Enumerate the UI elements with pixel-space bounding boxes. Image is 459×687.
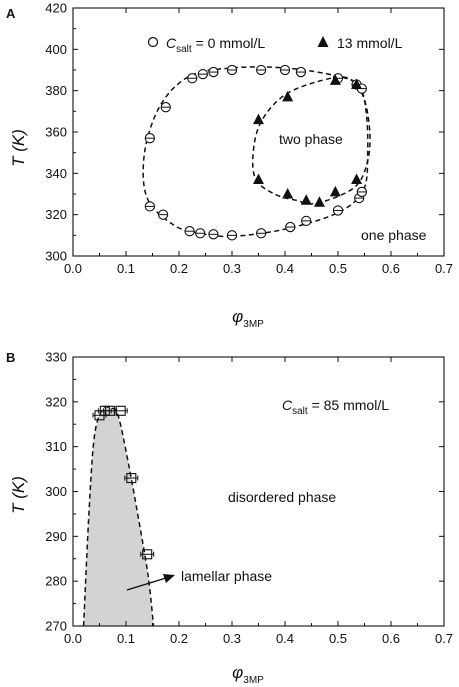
- panel-a-y-tick-label-0: 300: [45, 249, 67, 264]
- panel-b-y-tick-label-0: 270: [45, 619, 67, 634]
- panel-a-series-0-point-6: [255, 228, 267, 239]
- panel-b-y-axis-label: T (K): [9, 476, 28, 514]
- panel-b-x-tick-label-4: 0.4: [276, 631, 294, 646]
- panel-b-series-0-point-3: [113, 405, 128, 416]
- panel-a-x-tick-label-4: 0.4: [276, 261, 294, 276]
- panel-a-x-tick-label-3: 0.3: [223, 261, 241, 276]
- panel-a-x-tick-label-5: 0.5: [329, 261, 347, 276]
- panel-a-series-0-point-13: [160, 102, 171, 113]
- panel-a-legend: Csalt = 0 mmol/L 13 mmol/L: [147, 35, 403, 55]
- panel-b-x-tick-label-7: 0.7: [435, 631, 453, 646]
- panel-a-x-axis-label: φ3MP: [232, 307, 264, 330]
- panel-a-series-0-point-3: [195, 228, 206, 239]
- panel-a-series-0-point-1: [157, 209, 169, 220]
- panel-a-series-0-point-4: [208, 229, 219, 240]
- annotation-lamellar-phase: lamellar phase: [181, 568, 272, 584]
- panel-a-series-1-point-1: [282, 188, 294, 199]
- panel-a-x-tick-label-6: 0.6: [382, 261, 400, 276]
- panel-a-ticks: 0.0 0.1 0.2 0.3 0.4 0.5 0.6 0.7 300 320 340 360 380 4…: [45, 1, 453, 277]
- panel-a-letter: A: [6, 6, 16, 21]
- panel-a-x-tick-label-2: 0.2: [170, 261, 188, 276]
- panel-b-x-tick-label-0: 0.0: [64, 631, 82, 646]
- panel-a: A 0.0 0.1 0.2 0.3 0.4 0.5 0.6 0.7 300 320 340 360 38…: [6, 1, 453, 331]
- panel-a-series-0-point-14: [187, 73, 198, 84]
- panel-a-series-1-point-9: [351, 78, 363, 89]
- panel-a-y-tick-label-4: 380: [45, 83, 67, 98]
- panel-a-series-1-point-2: [300, 194, 312, 205]
- panel-b-boundary-fill-0: [83, 406, 154, 626]
- panel-a-series-1-point-6: [253, 113, 264, 125]
- panel-a-series-0-point-19: [279, 64, 291, 76]
- panel-a-series-1-point-5: [351, 173, 363, 185]
- panel-a-series-0-point-9: [332, 205, 344, 216]
- annotation-one-phase: one phase: [361, 227, 427, 243]
- legend-entry-1-text: 13 mmol/L: [337, 35, 403, 51]
- panel-a-y-tick-label-1: 320: [45, 207, 67, 222]
- panel-b-y-tick-label-5: 320: [45, 394, 67, 409]
- panel-a-plot-area: [142, 64, 371, 241]
- panel-a-series-0-point-17: [226, 64, 238, 76]
- panel-a-series-1-point-0: [253, 173, 264, 185]
- panel-a-y-tick-label-2: 340: [45, 166, 67, 181]
- panel-b-ticks: 0.0 0.1 0.2 0.3 0.4 0.5 0.6 0.7 270 280 290 300 310 3…: [45, 350, 453, 647]
- lamellar-arrow-head: [163, 574, 175, 583]
- panel-b-series-0-point-4: [124, 472, 139, 484]
- panel-a-series-0-point-5: [226, 230, 238, 241]
- panel-b: B 0.0 0.1 0.2 0.3 0.4 0.5 0.6 0.7 270 280 290 300 31…: [6, 350, 453, 687]
- panel-a-series-0-point-20: [295, 66, 307, 78]
- panel-a-series-1-point-3: [313, 196, 325, 207]
- panel-b-y-tick-label-4: 310: [45, 439, 67, 454]
- panel-a-x-tick-label-0: 0.0: [64, 261, 82, 276]
- panel-b-x-tick-label-3: 0.3: [223, 631, 241, 646]
- annotation-disordered-phase: disordered phase: [228, 489, 336, 505]
- panel-b-boundary-curve-0: [82, 405, 155, 627]
- panel-a-series-1-point-4: [329, 185, 341, 197]
- panel-a-series-0-point-11: [356, 186, 367, 198]
- panel-b-y-tick-label-6: 330: [45, 350, 67, 365]
- panel-a-x-tick-label-1: 0.1: [117, 261, 135, 276]
- panel-a-y-axis-label: T (K): [9, 129, 28, 167]
- panel-b-y-tick-label-3: 300: [45, 484, 67, 499]
- panel-b-x-axis-label: φ3MP: [232, 663, 264, 686]
- panel-b-legend-label: Csalt = 85 mmol/L: [282, 397, 389, 417]
- panel-a-series-1-point-7: [282, 90, 294, 102]
- panel-a-series-0-point-0: [144, 201, 155, 212]
- panel-a-series-0-point-2: [184, 226, 195, 237]
- panel-b-y-tick-label-2: 290: [45, 529, 67, 544]
- lamellar-arrow-shaft: [126, 577, 167, 591]
- legend-entry-0-label: Csalt = 0 mmol/L: [166, 35, 265, 55]
- panel-a-series-0-point-8: [301, 215, 312, 227]
- panel-a-x-tick-label-7: 0.7: [435, 261, 453, 276]
- panel-b-x-tick-label-1: 0.1: [117, 631, 135, 646]
- panel-b-x-tick-label-5: 0.5: [329, 631, 347, 646]
- panel-b-y-tick-label-1: 280: [45, 574, 67, 589]
- panel-a-series-0-point-16: [208, 66, 219, 78]
- panel-a-series-1-point-8: [329, 74, 341, 85]
- annotation-two-phase: two phase: [279, 131, 343, 147]
- panel-b-x-tick-label-2: 0.2: [170, 631, 188, 646]
- panel-a-y-tick-label-6: 420: [45, 1, 67, 16]
- panel-b-letter: B: [6, 350, 15, 365]
- panel-a-boundary-curve-1: [251, 76, 371, 205]
- panel-b-plot-area: [82, 405, 155, 627]
- legend-filled-triangle-marker: [317, 36, 329, 47]
- panel-a-series-0-point-18: [255, 64, 267, 76]
- panel-b-x-tick-label-6: 0.6: [382, 631, 400, 646]
- lamellar-arrow: [126, 574, 175, 591]
- panel-a-series-0-point-12: [144, 133, 155, 144]
- panel-b-series-0-point-5: [140, 549, 155, 560]
- panel-a-y-tick-label-5: 400: [45, 42, 67, 57]
- panel-a-series-0-point-7: [285, 221, 296, 233]
- panel-a-y-tick-label-3: 360: [45, 125, 67, 140]
- panel-a-series-0-point-15: [197, 68, 208, 80]
- legend-open-circle-marker: [147, 36, 159, 48]
